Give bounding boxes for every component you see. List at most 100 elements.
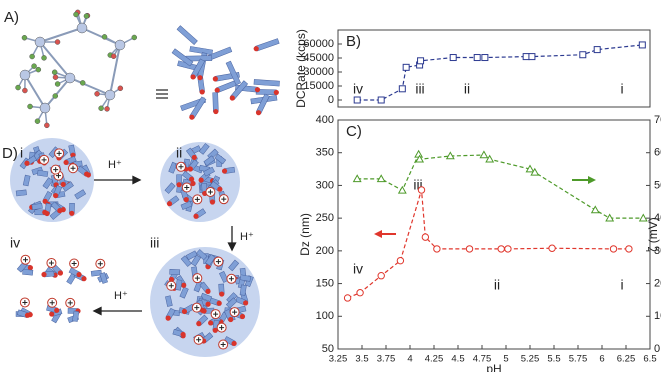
charge-sign — [219, 325, 225, 331]
bead — [22, 87, 28, 94]
plot-frame — [337, 29, 651, 108]
end-group — [273, 89, 279, 96]
x-tick-label: 5.75 — [569, 354, 588, 365]
acid-label: H⁺ — [114, 290, 128, 302]
annotation: ii — [494, 277, 500, 293]
marker — [415, 154, 425, 163]
rod — [190, 254, 202, 267]
end-group — [190, 74, 196, 80]
rod — [200, 292, 213, 302]
bead — [83, 13, 90, 19]
y-tick-label: 50 — [322, 343, 334, 355]
bead — [31, 63, 37, 69]
end-group — [243, 300, 249, 306]
charge-sign — [228, 276, 234, 282]
rod — [72, 310, 80, 322]
bead — [51, 69, 58, 76]
stage-label: ii — [176, 145, 182, 161]
marker — [402, 63, 410, 71]
charge-sign — [194, 275, 200, 281]
end-group — [57, 208, 63, 214]
marker — [353, 96, 361, 104]
charge-sign — [22, 299, 28, 305]
series-line — [357, 44, 643, 101]
bead — [34, 36, 46, 48]
annotation: iv — [353, 81, 363, 97]
rod — [169, 269, 181, 276]
panel-label: C) — [346, 123, 362, 140]
equivalence-sign — [156, 89, 168, 99]
rod — [15, 189, 27, 197]
annotation: i — [620, 277, 623, 293]
y-tick-label: 150 — [316, 277, 334, 289]
marker — [525, 164, 535, 173]
end-group — [205, 288, 211, 294]
rod — [253, 79, 280, 87]
rod — [228, 259, 240, 272]
y2-tick-label: 40 — [654, 212, 661, 224]
rod — [198, 143, 210, 155]
charge-sign — [97, 261, 103, 267]
bead — [104, 89, 116, 101]
marker — [398, 85, 406, 93]
bead — [101, 34, 108, 40]
end-group — [183, 197, 189, 203]
marker — [590, 205, 600, 214]
charge-sign — [70, 165, 76, 171]
y2-tick-label: 0 — [654, 343, 660, 355]
bond — [109, 44, 121, 96]
end-group — [196, 321, 202, 327]
end-group — [190, 180, 196, 187]
bead — [94, 91, 100, 97]
end-group — [198, 177, 204, 183]
marker — [417, 186, 426, 194]
marker — [376, 174, 386, 183]
x-tick-label: 6 — [599, 354, 604, 365]
bead — [54, 39, 61, 45]
rod — [196, 249, 208, 261]
end-group — [228, 316, 234, 323]
charge-sign — [184, 184, 190, 190]
marker — [504, 245, 512, 253]
end-group — [168, 276, 175, 283]
bead — [54, 81, 61, 87]
y2-tick-label: 20 — [654, 277, 661, 289]
rod — [239, 274, 252, 282]
y2-tick-label: 30 — [654, 245, 661, 257]
bead — [76, 22, 88, 34]
x-tick-label: 3.5 — [355, 354, 368, 365]
charge-sign — [194, 305, 200, 311]
annotation: iii — [415, 81, 424, 97]
x-tick-label: 3.25 — [329, 354, 348, 365]
rod — [62, 181, 74, 192]
charge-sign — [168, 283, 174, 289]
marker — [605, 213, 615, 222]
end-group — [216, 300, 222, 306]
end-group — [187, 166, 193, 172]
end-group — [199, 89, 205, 95]
bead — [98, 105, 104, 112]
y2-tick-label: 60 — [654, 147, 661, 159]
acid-label: H⁺ — [240, 231, 254, 243]
marker — [481, 54, 489, 62]
end-group — [166, 201, 173, 207]
end-group — [24, 160, 30, 166]
marker — [445, 151, 455, 160]
marker — [414, 149, 424, 158]
rod — [180, 200, 193, 211]
end-group — [63, 159, 69, 166]
y-tick-label: 15000 — [303, 80, 334, 92]
end-group — [212, 76, 218, 82]
y-axis-label: Dz (nm) — [298, 213, 312, 256]
charge-sign — [215, 259, 221, 265]
bead — [64, 72, 76, 84]
x-tick-label: 6.5 — [643, 354, 656, 365]
end-group — [27, 265, 33, 271]
marker — [638, 213, 648, 222]
charge-sign — [49, 300, 55, 306]
marker — [609, 245, 618, 253]
y-tick-label: 250 — [316, 212, 334, 224]
bead — [73, 11, 79, 18]
y-tick-label: 200 — [316, 245, 334, 257]
y-tick-label: 0 — [328, 94, 334, 106]
